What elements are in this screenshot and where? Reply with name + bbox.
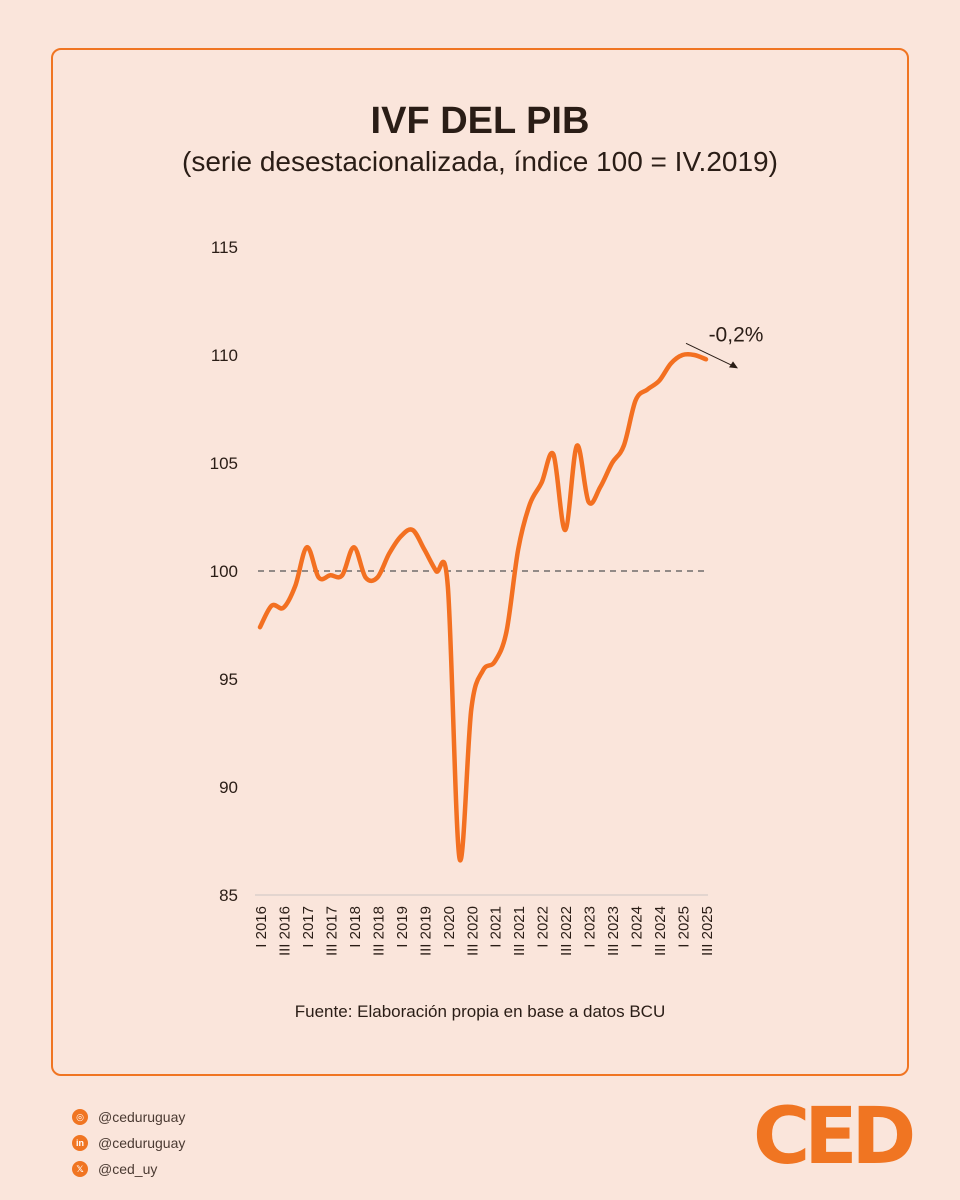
social-item-x[interactable]: 𝕏 @ced_uy: [72, 1156, 185, 1182]
annotation-arrowhead: [729, 361, 738, 369]
annotation-label: -0,2%: [709, 323, 764, 346]
chart-card: [51, 48, 909, 1076]
x-tick-label: I 2016: [253, 906, 270, 948]
social-handle: @ceduruguay: [98, 1109, 186, 1125]
x-tick-label: I 2020: [441, 906, 458, 948]
social-item-instagram[interactable]: ◎ @ceduruguay: [72, 1104, 185, 1130]
source-note: Fuente: Elaboración propia en base a dat…: [294, 1002, 666, 1021]
y-tick-label: 115: [211, 238, 238, 257]
line-chart: 85 90 95 100 105 110 115 I 2016 III 2016 I 2017 II…: [210, 238, 764, 956]
social-handle: @ced_uy: [98, 1161, 158, 1177]
x-tick-label: III 2016: [276, 906, 293, 956]
x-tick-label: I 2022: [535, 906, 552, 948]
x-tick-label: I 2018: [347, 906, 364, 948]
y-tick-label: 105: [210, 454, 238, 473]
x-tick-label: III 2017: [323, 906, 340, 956]
x-tick-label: III 2023: [605, 906, 622, 956]
x-tick-label: III 2018: [370, 906, 387, 956]
y-tick-label: 90: [219, 778, 238, 797]
x-tick-label: I 2025: [676, 906, 693, 948]
ced-logo: CED: [753, 1092, 916, 1182]
x-tick-label: III 2020: [464, 906, 481, 956]
instagram-icon: ◎: [72, 1109, 88, 1125]
x-tick-label: I 2019: [394, 906, 411, 948]
x-tick-label: I 2023: [582, 906, 599, 948]
y-tick-label: 85: [219, 886, 238, 905]
x-tick-label: III 2022: [558, 906, 575, 956]
y-tick-label: 100: [210, 562, 238, 581]
x-tick-label: III 2019: [417, 906, 434, 956]
social-item-linkedin[interactable]: in @ceduruguay: [72, 1130, 185, 1156]
x-tick-label: I 2024: [629, 906, 646, 948]
linkedin-icon: in: [72, 1135, 88, 1151]
chart-subtitle: (serie desestacionalizada, índice 100 = …: [182, 146, 778, 177]
x-icon: 𝕏: [72, 1161, 88, 1177]
annotation-arrow: [685, 342, 737, 368]
y-tick-label: 110: [211, 346, 238, 365]
x-tick-label: III 2024: [652, 906, 669, 956]
chart-title: IVF DEL PIB: [370, 100, 590, 142]
x-tick-label: I 2021: [488, 906, 505, 948]
x-tick-label: III 2021: [511, 906, 528, 956]
y-tick-label: 95: [219, 670, 238, 689]
social-links: ◎ @ceduruguay in @ceduruguay 𝕏 @ced_uy: [72, 1104, 185, 1182]
x-tick-label: I 2017: [300, 906, 317, 948]
social-handle: @ceduruguay: [98, 1135, 186, 1151]
series-line: [257, 351, 709, 863]
x-tick-label: III 2025: [699, 906, 716, 956]
